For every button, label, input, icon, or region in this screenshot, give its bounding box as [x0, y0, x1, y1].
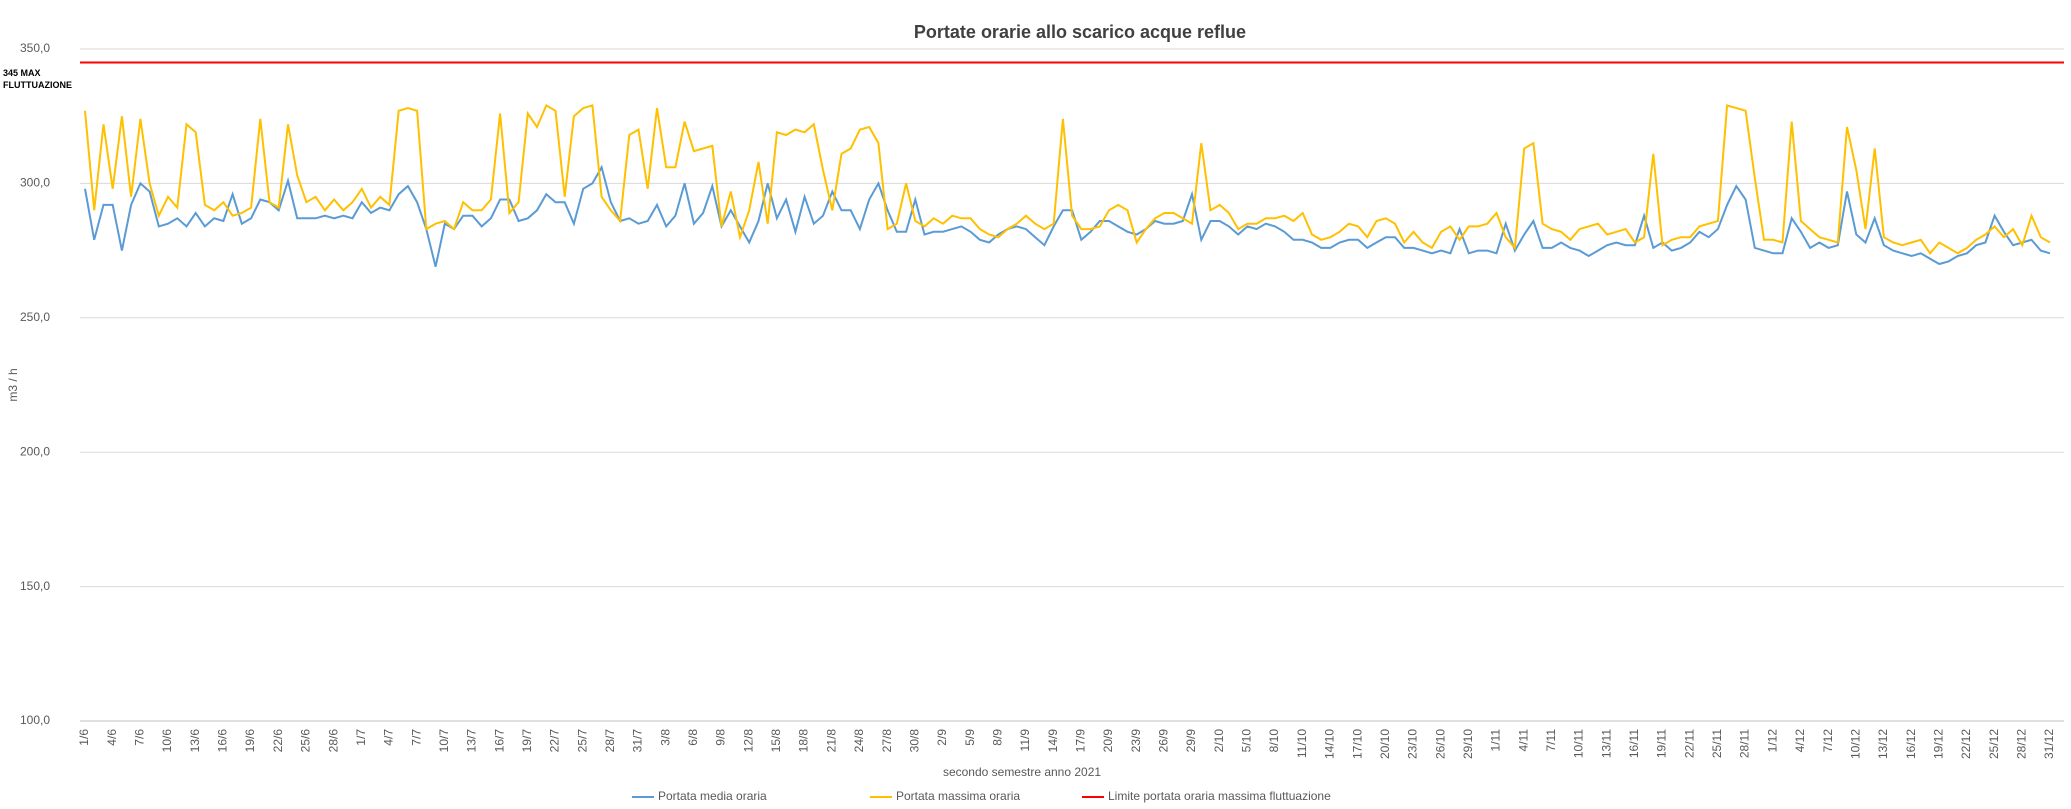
x-tick-label: 20/10: [1378, 729, 1392, 759]
x-tick-label: 19/11: [1655, 729, 1669, 758]
x-tick-label: 6/8: [686, 729, 700, 746]
x-tick-label: 12/8: [741, 729, 755, 753]
y-tick-label: 350,0: [20, 41, 50, 55]
x-tick-label: 3/8: [658, 729, 672, 746]
x-tick-label: 20/9: [1101, 729, 1115, 753]
x-tick-label: 25/11: [1710, 729, 1724, 758]
x-tick-label: 28/11: [1738, 729, 1752, 758]
x-tick-label: 28/12: [2014, 729, 2028, 759]
x-tick-label: 14/9: [1046, 729, 1060, 753]
x-tick-label: 10/7: [437, 729, 451, 753]
legend-label: Limite portata oraria massima fluttuazio…: [1108, 789, 1331, 803]
series-line: [84, 164, 2051, 267]
x-tick-label: 14/10: [1323, 729, 1337, 759]
x-tick-label: 10/11: [1572, 729, 1586, 758]
x-tick-label: 28/6: [326, 729, 340, 753]
x-tick-label: 8/10: [1267, 729, 1281, 753]
x-tick-label: 4/7: [382, 729, 396, 746]
x-tick-label: 13/12: [1876, 729, 1890, 759]
x-tick-label: 2/10: [1212, 729, 1226, 753]
x-tick-label: 17/10: [1350, 729, 1364, 759]
x-tick-label: 17/9: [1074, 729, 1088, 753]
x-tick-label: 23/10: [1406, 729, 1420, 759]
y-axis-title: m3 / h: [6, 368, 20, 401]
x-tick-label: 24/8: [852, 729, 866, 753]
x-tick-label: 22/7: [548, 729, 562, 753]
x-tick-label: 9/8: [714, 729, 728, 746]
x-tick-label: 8/9: [990, 729, 1004, 746]
x-tick-label: 31/7: [631, 729, 645, 753]
x-tick-label: 7/12: [1821, 729, 1835, 753]
x-tick-label: 5/10: [1240, 729, 1254, 753]
x-tick-label: 4/12: [1793, 729, 1807, 753]
x-tick-label: 1/7: [354, 729, 368, 746]
x-tick-label: 23/9: [1129, 729, 1143, 753]
x-tick-label: 11/10: [1295, 729, 1309, 758]
x-tick-label: 1/11: [1489, 729, 1503, 752]
x-tick-label: 5/9: [963, 729, 977, 746]
x-tick-label: 19/7: [520, 729, 534, 753]
x-tick-label: 26/10: [1433, 729, 1447, 759]
x-tick-label: 2/9: [935, 729, 949, 746]
x-tick-label: 13/11: [1599, 729, 1613, 758]
x-tick-label: 25/7: [575, 729, 589, 753]
x-tick-label: 16/7: [492, 729, 506, 753]
x-tick-label: 22/12: [1959, 729, 1973, 759]
y-tick-label: 300,0: [20, 176, 50, 190]
reference-label: FLUTTUAZIONE: [3, 80, 72, 90]
chart-title: Portate orarie allo scarico acque reflue: [914, 22, 1246, 42]
x-tick-label: 7/7: [409, 729, 423, 746]
x-tick-label: 18/8: [797, 729, 811, 753]
x-tick-label: 16/6: [216, 729, 230, 753]
y-tick-label: 100,0: [20, 713, 50, 727]
reference-label: 345 MAX: [3, 68, 41, 78]
x-tick-label: 7/6: [133, 729, 147, 746]
x-tick-label: 13/6: [188, 729, 202, 753]
legend-label: Portata massima oraria: [896, 789, 1020, 803]
x-tick-label: 10/12: [1848, 729, 1862, 759]
x-tick-label: 19/6: [243, 729, 257, 753]
x-tick-label: 16/11: [1627, 729, 1641, 758]
x-tick-label: 22/6: [271, 729, 285, 753]
x-tick-label: 10/6: [160, 729, 174, 753]
x-tick-label: 13/7: [465, 729, 479, 753]
x-tick-label: 30/8: [907, 729, 921, 753]
x-tick-label: 29/10: [1461, 729, 1475, 759]
series-line: [84, 103, 2051, 255]
x-tick-label: 29/9: [1184, 729, 1198, 753]
x-tick-label: 1/12: [1765, 729, 1779, 753]
legend-label: Portata media oraria: [658, 789, 767, 803]
y-tick-label: 150,0: [20, 579, 50, 593]
x-tick-label: 28/7: [603, 729, 617, 753]
x-tick-label: 21/8: [824, 729, 838, 753]
x-tick-label: 16/12: [1904, 729, 1918, 759]
x-tick-label: 15/8: [769, 729, 783, 753]
x-tick-label: 22/11: [1682, 729, 1696, 758]
x-tick-label: 1/6: [77, 729, 91, 746]
x-tick-label: 4/6: [105, 729, 119, 746]
x-tick-label: 26/9: [1157, 729, 1171, 753]
y-tick-label: 200,0: [20, 444, 50, 458]
x-tick-label: 25/12: [1987, 729, 2001, 759]
x-axis-title: secondo semestre anno 2021: [943, 765, 1101, 779]
x-tick-label: 4/11: [1516, 729, 1530, 752]
x-tick-label: 7/11: [1544, 729, 1558, 752]
x-tick-label: 11/9: [1018, 729, 1032, 752]
x-tick-label: 31/12: [2042, 729, 2056, 759]
y-tick-label: 250,0: [20, 310, 50, 324]
x-tick-label: 25/6: [299, 729, 313, 753]
x-tick-label: 19/12: [1931, 729, 1945, 759]
x-tick-label: 27/8: [880, 729, 894, 753]
